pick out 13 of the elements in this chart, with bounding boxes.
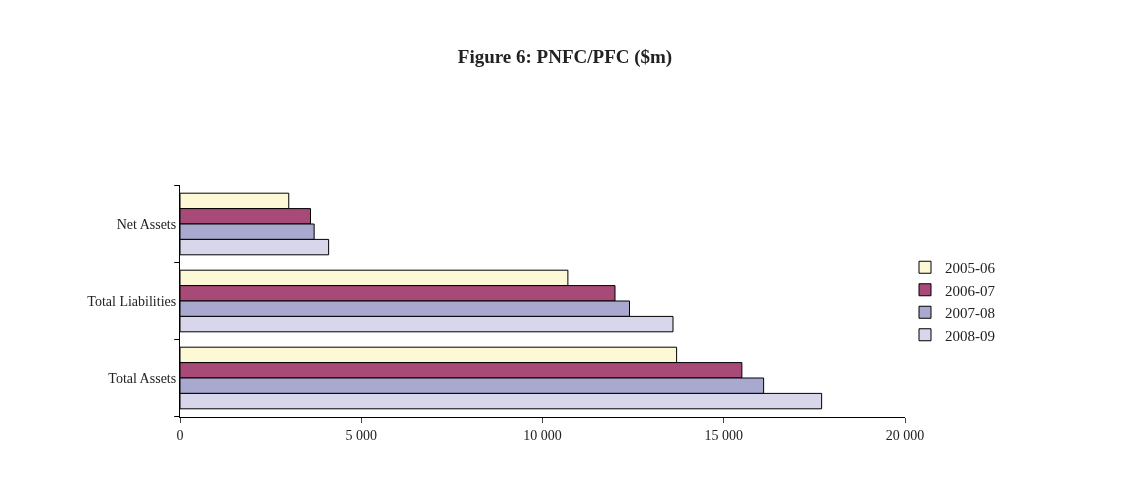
x-tick-label: 5 000 [345,427,377,443]
y-tick-label: Total Liabilities [87,293,177,309]
chart-title: Figure 6: PNFC/PFC ($m) [457,45,673,68]
legend-label: 2006-07 [945,282,996,299]
x-tick-label: 0 [176,427,184,443]
legend-label: 2008-09 [945,327,995,344]
y-tick-label: Net Assets [116,216,177,232]
x-tick-label: 10 000 [523,427,562,443]
x-tick-label: 20 000 [885,427,925,443]
x-tick-label: 15 000 [704,427,743,443]
legend-label: 2005-06 [945,260,996,277]
y-tick-label: Total Assets [108,370,177,386]
legend-label: 2007-08 [945,305,995,322]
